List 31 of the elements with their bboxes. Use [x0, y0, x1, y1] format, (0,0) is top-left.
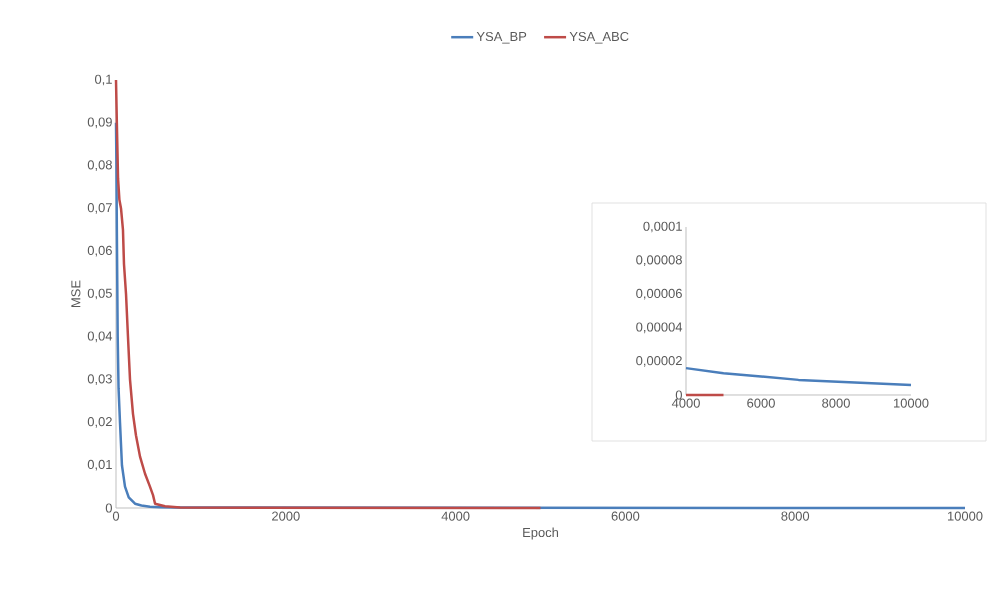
x-tick-label: 10000	[947, 511, 983, 521]
y-tick-label: 0,04	[87, 331, 113, 343]
y-tick-label: 0,00004	[636, 322, 683, 334]
y-tick-label: 0	[675, 390, 682, 400]
y-tick-label: 0,05	[87, 288, 112, 300]
legend-label: YSA_ABC	[569, 31, 629, 44]
y-tick-label: 0,02	[87, 417, 112, 428]
x-tick-label: 8000	[781, 511, 810, 521]
x-tick-label: 10000	[893, 398, 929, 408]
y-tick-label: 0,03	[87, 374, 112, 385]
y-tick-label: 0,00008	[636, 255, 682, 266]
y-tick-label: 0	[105, 503, 112, 513]
y-tick-label: 0,06	[87, 245, 112, 257]
x-tick-label: 4000	[671, 398, 700, 408]
y-axis-title: MSE	[71, 280, 81, 307]
y-tick-label: 0,07	[87, 203, 112, 214]
x-tick-label: 4000	[441, 511, 470, 521]
x-tick-label: 0	[112, 511, 120, 521]
y-tick-label: 0,09	[87, 117, 112, 129]
x-tick-label: 8000	[822, 398, 850, 408]
x-tick-label: 2000	[272, 511, 300, 521]
x-tick-label: 6000	[747, 398, 775, 408]
y-tick-label: 0,08	[87, 160, 112, 171]
y-tick-label: 0,01	[87, 459, 112, 471]
y-tick-label: 0,1	[94, 74, 112, 86]
x-axis-title: Epoch	[523, 527, 559, 540]
y-tick-label: 0,00002	[636, 356, 682, 367]
legend-label: YSA_BP	[476, 31, 527, 44]
x-tick-label: 6000	[611, 511, 640, 521]
y-tick-label: 0,00006	[636, 288, 682, 300]
y-tick-label: 0,0001	[643, 221, 682, 233]
